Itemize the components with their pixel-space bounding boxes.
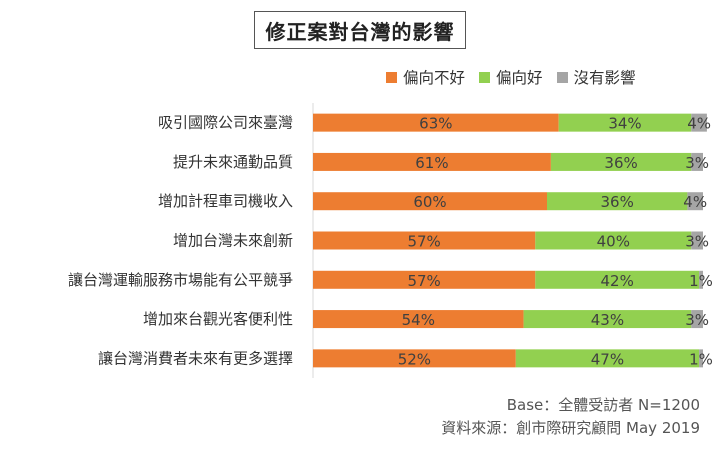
category-label: 增加台灣未來創新 [173,232,293,250]
data-label-unfavorable: 60% [413,193,446,211]
data-label-no-effect: 1% [689,350,713,368]
bar-segment-no-effect [691,310,703,329]
bar-segment-favorable [535,231,692,250]
legend-label-unfavorable: 偏向不好 [403,69,466,87]
footer-source: 資料來源：創市際研究顧問 May 2019 [441,419,700,437]
bar-segment-unfavorable [313,152,551,171]
bar-segment-unfavorable [313,231,536,250]
data-label-no-effect: 3% [685,233,709,251]
bar-segment-no-effect [699,349,703,368]
bar-segment-favorable [550,152,692,171]
data-label-favorable: 42% [601,272,634,290]
bar-segment-favorable [523,310,692,329]
bar-segment-no-effect [691,152,703,171]
bar-segment-no-effect [691,113,707,132]
data-label-unfavorable: 57% [407,272,440,290]
data-label-favorable: 36% [604,154,637,172]
category-label: 增加來台觀光客便利性 [143,310,293,328]
legend-swatch-unfavorable [386,71,397,83]
category-label: 讓台灣消費者未來有更多選擇 [98,349,293,367]
bar-segment-favorable [535,270,700,289]
data-label-unfavorable: 57% [407,233,440,251]
bar-segment-unfavorable [313,349,516,368]
data-label-unfavorable: 63% [419,115,452,133]
bar-segment-favorable [515,349,700,368]
data-label-favorable: 34% [608,115,641,133]
legend-swatch-favorable [479,71,491,83]
bar-segment-unfavorable [313,270,536,289]
bar-segment-no-effect [687,192,703,211]
category-label: 吸引國際公司來臺灣 [158,114,293,132]
data-label-no-effect: 4% [683,193,707,211]
chart-legend: 偏向不好 偏向好 沒有影響 [386,66,650,88]
legend-label-no-effect: 沒有影響 [573,69,636,87]
bar-segment-favorable [558,113,692,132]
data-label-no-effect: 3% [685,154,709,172]
legend-item-unfavorable: 偏向不好 [386,66,465,88]
category-label: 提升未來通勤品質 [173,153,293,171]
footer-base: Base：全體受訪者 N=1200 [506,396,700,414]
category-label: 增加計程車司機收入 [158,192,293,210]
bar-segment-unfavorable [313,310,524,329]
legend-label-favorable: 偏向好 [496,69,543,87]
data-label-favorable: 40% [597,233,630,251]
bar-segment-no-effect [691,231,703,250]
data-label-favorable: 47% [591,350,624,368]
legend-swatch-no-effect [556,71,568,83]
data-label-unfavorable: 61% [415,154,448,172]
bar-segment-unfavorable [313,192,547,211]
data-label-no-effect: 3% [685,311,709,329]
data-label-no-effect: 1% [689,272,713,290]
chart-title: 修正案對台灣的影響 [254,11,466,49]
category-label: 讓台灣運輸服務市場能有公平競爭 [68,271,293,289]
data-label-unfavorable: 54% [402,311,435,329]
legend-item-favorable: 偏向好 [479,66,543,88]
legend-item-no-effect: 沒有影響 [556,66,636,88]
data-label-favorable: 43% [591,311,624,329]
data-label-no-effect: 4% [687,115,711,133]
bar-segment-unfavorable [313,113,559,132]
data-label-unfavorable: 52% [398,350,431,368]
bar-segment-favorable [547,192,688,211]
data-label-favorable: 36% [601,193,634,211]
bar-segment-no-effect [699,270,703,289]
